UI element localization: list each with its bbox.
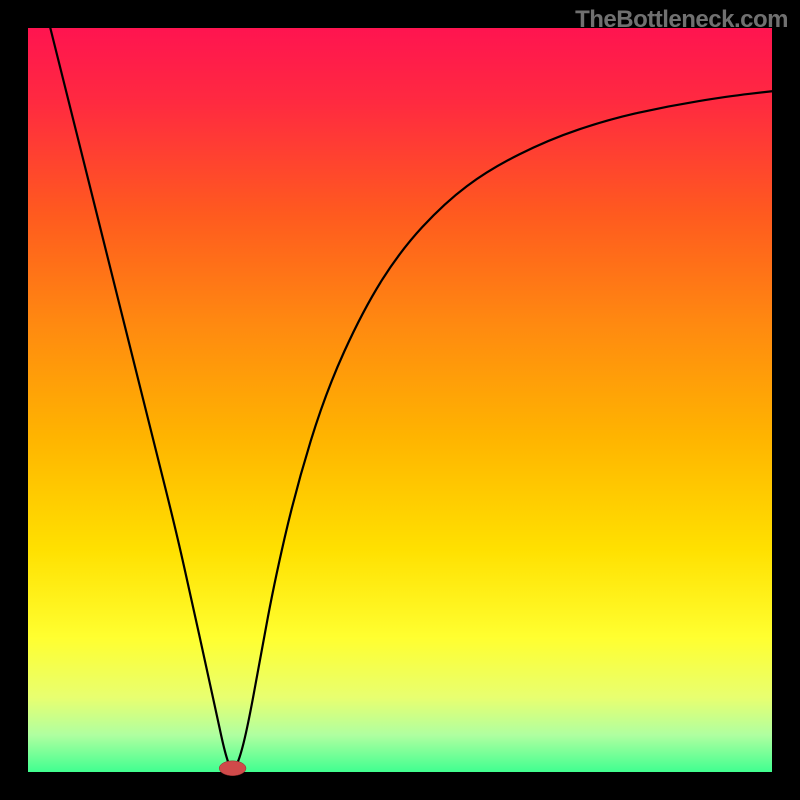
chart-frame: TheBottleneck.com bbox=[0, 0, 800, 800]
source-watermark: TheBottleneck.com bbox=[575, 6, 788, 34]
plot-gradient-background bbox=[28, 28, 772, 772]
optimal-point-marker bbox=[219, 761, 246, 776]
bottleneck-chart bbox=[0, 0, 800, 800]
